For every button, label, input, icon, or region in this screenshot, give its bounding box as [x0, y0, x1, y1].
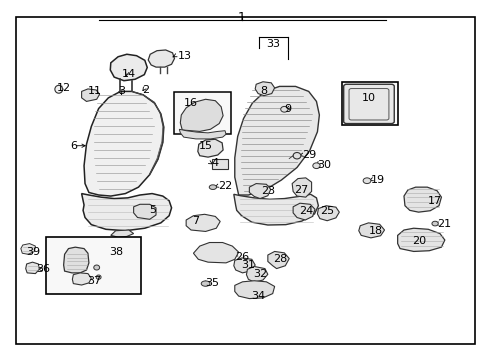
- Text: 35: 35: [205, 278, 219, 288]
- Polygon shape: [63, 247, 89, 273]
- Ellipse shape: [292, 153, 300, 159]
- Polygon shape: [267, 251, 288, 269]
- Polygon shape: [233, 194, 318, 225]
- Ellipse shape: [96, 275, 101, 279]
- Text: 33: 33: [266, 39, 280, 49]
- Text: 17: 17: [427, 196, 442, 206]
- Bar: [46, 237, 141, 294]
- Polygon shape: [81, 194, 171, 231]
- Text: 31: 31: [241, 260, 255, 270]
- Text: 2: 2: [142, 85, 148, 95]
- Text: 13: 13: [177, 51, 191, 61]
- Polygon shape: [246, 266, 267, 282]
- Polygon shape: [186, 214, 220, 231]
- Text: 38: 38: [109, 247, 123, 257]
- Text: 12: 12: [57, 83, 71, 93]
- Ellipse shape: [201, 281, 209, 286]
- Bar: [174, 92, 231, 134]
- Text: 19: 19: [370, 175, 384, 185]
- Polygon shape: [397, 228, 444, 251]
- Text: 16: 16: [183, 98, 198, 108]
- Text: 11: 11: [87, 86, 102, 96]
- Text: 25: 25: [320, 206, 333, 216]
- Text: 39: 39: [26, 247, 40, 257]
- Text: 10: 10: [361, 93, 375, 103]
- Text: 24: 24: [298, 206, 312, 216]
- Polygon shape: [110, 54, 147, 81]
- Text: 22: 22: [217, 181, 231, 192]
- Text: 23: 23: [261, 186, 275, 197]
- FancyBboxPatch shape: [343, 84, 393, 123]
- Polygon shape: [233, 258, 255, 273]
- Polygon shape: [198, 139, 223, 157]
- Text: 14: 14: [122, 68, 136, 78]
- Polygon shape: [84, 91, 163, 196]
- Polygon shape: [179, 129, 225, 139]
- Polygon shape: [255, 82, 274, 96]
- Text: 26: 26: [235, 252, 248, 262]
- Text: 36: 36: [36, 264, 50, 274]
- Bar: [212, 159, 227, 169]
- Bar: [341, 82, 397, 125]
- Text: 4: 4: [211, 158, 218, 168]
- Text: 34: 34: [250, 291, 264, 301]
- Text: 37: 37: [86, 276, 101, 286]
- Text: 32: 32: [253, 269, 267, 279]
- Text: 29: 29: [301, 150, 315, 160]
- Text: 18: 18: [368, 226, 382, 236]
- Text: 15: 15: [198, 141, 212, 151]
- Text: 5: 5: [149, 205, 156, 215]
- Ellipse shape: [94, 265, 100, 270]
- Ellipse shape: [312, 163, 320, 168]
- Polygon shape: [358, 223, 384, 238]
- Ellipse shape: [55, 85, 62, 93]
- Polygon shape: [133, 204, 156, 219]
- Polygon shape: [81, 89, 100, 102]
- Text: 7: 7: [192, 216, 199, 226]
- Text: 8: 8: [260, 86, 267, 96]
- Polygon shape: [21, 244, 35, 254]
- Text: 30: 30: [317, 159, 331, 170]
- Polygon shape: [234, 86, 319, 195]
- Text: 1: 1: [238, 12, 245, 24]
- Polygon shape: [403, 187, 441, 212]
- Polygon shape: [292, 203, 314, 220]
- Text: 9: 9: [284, 104, 291, 113]
- Text: 20: 20: [412, 237, 426, 247]
- Ellipse shape: [363, 178, 370, 184]
- Polygon shape: [193, 243, 238, 263]
- Ellipse shape: [280, 107, 287, 112]
- Polygon shape: [249, 184, 270, 199]
- Ellipse shape: [431, 221, 437, 226]
- Text: 27: 27: [294, 185, 308, 195]
- Polygon shape: [317, 206, 339, 221]
- Text: 6: 6: [70, 141, 77, 151]
- Polygon shape: [111, 230, 133, 237]
- Polygon shape: [148, 50, 174, 67]
- Polygon shape: [291, 178, 311, 197]
- Text: 21: 21: [437, 219, 451, 229]
- Polygon shape: [26, 262, 39, 274]
- Polygon shape: [180, 99, 223, 131]
- Text: 28: 28: [273, 254, 287, 264]
- Text: 3: 3: [118, 86, 125, 96]
- Ellipse shape: [209, 185, 216, 189]
- Polygon shape: [234, 281, 274, 298]
- Polygon shape: [72, 273, 91, 285]
